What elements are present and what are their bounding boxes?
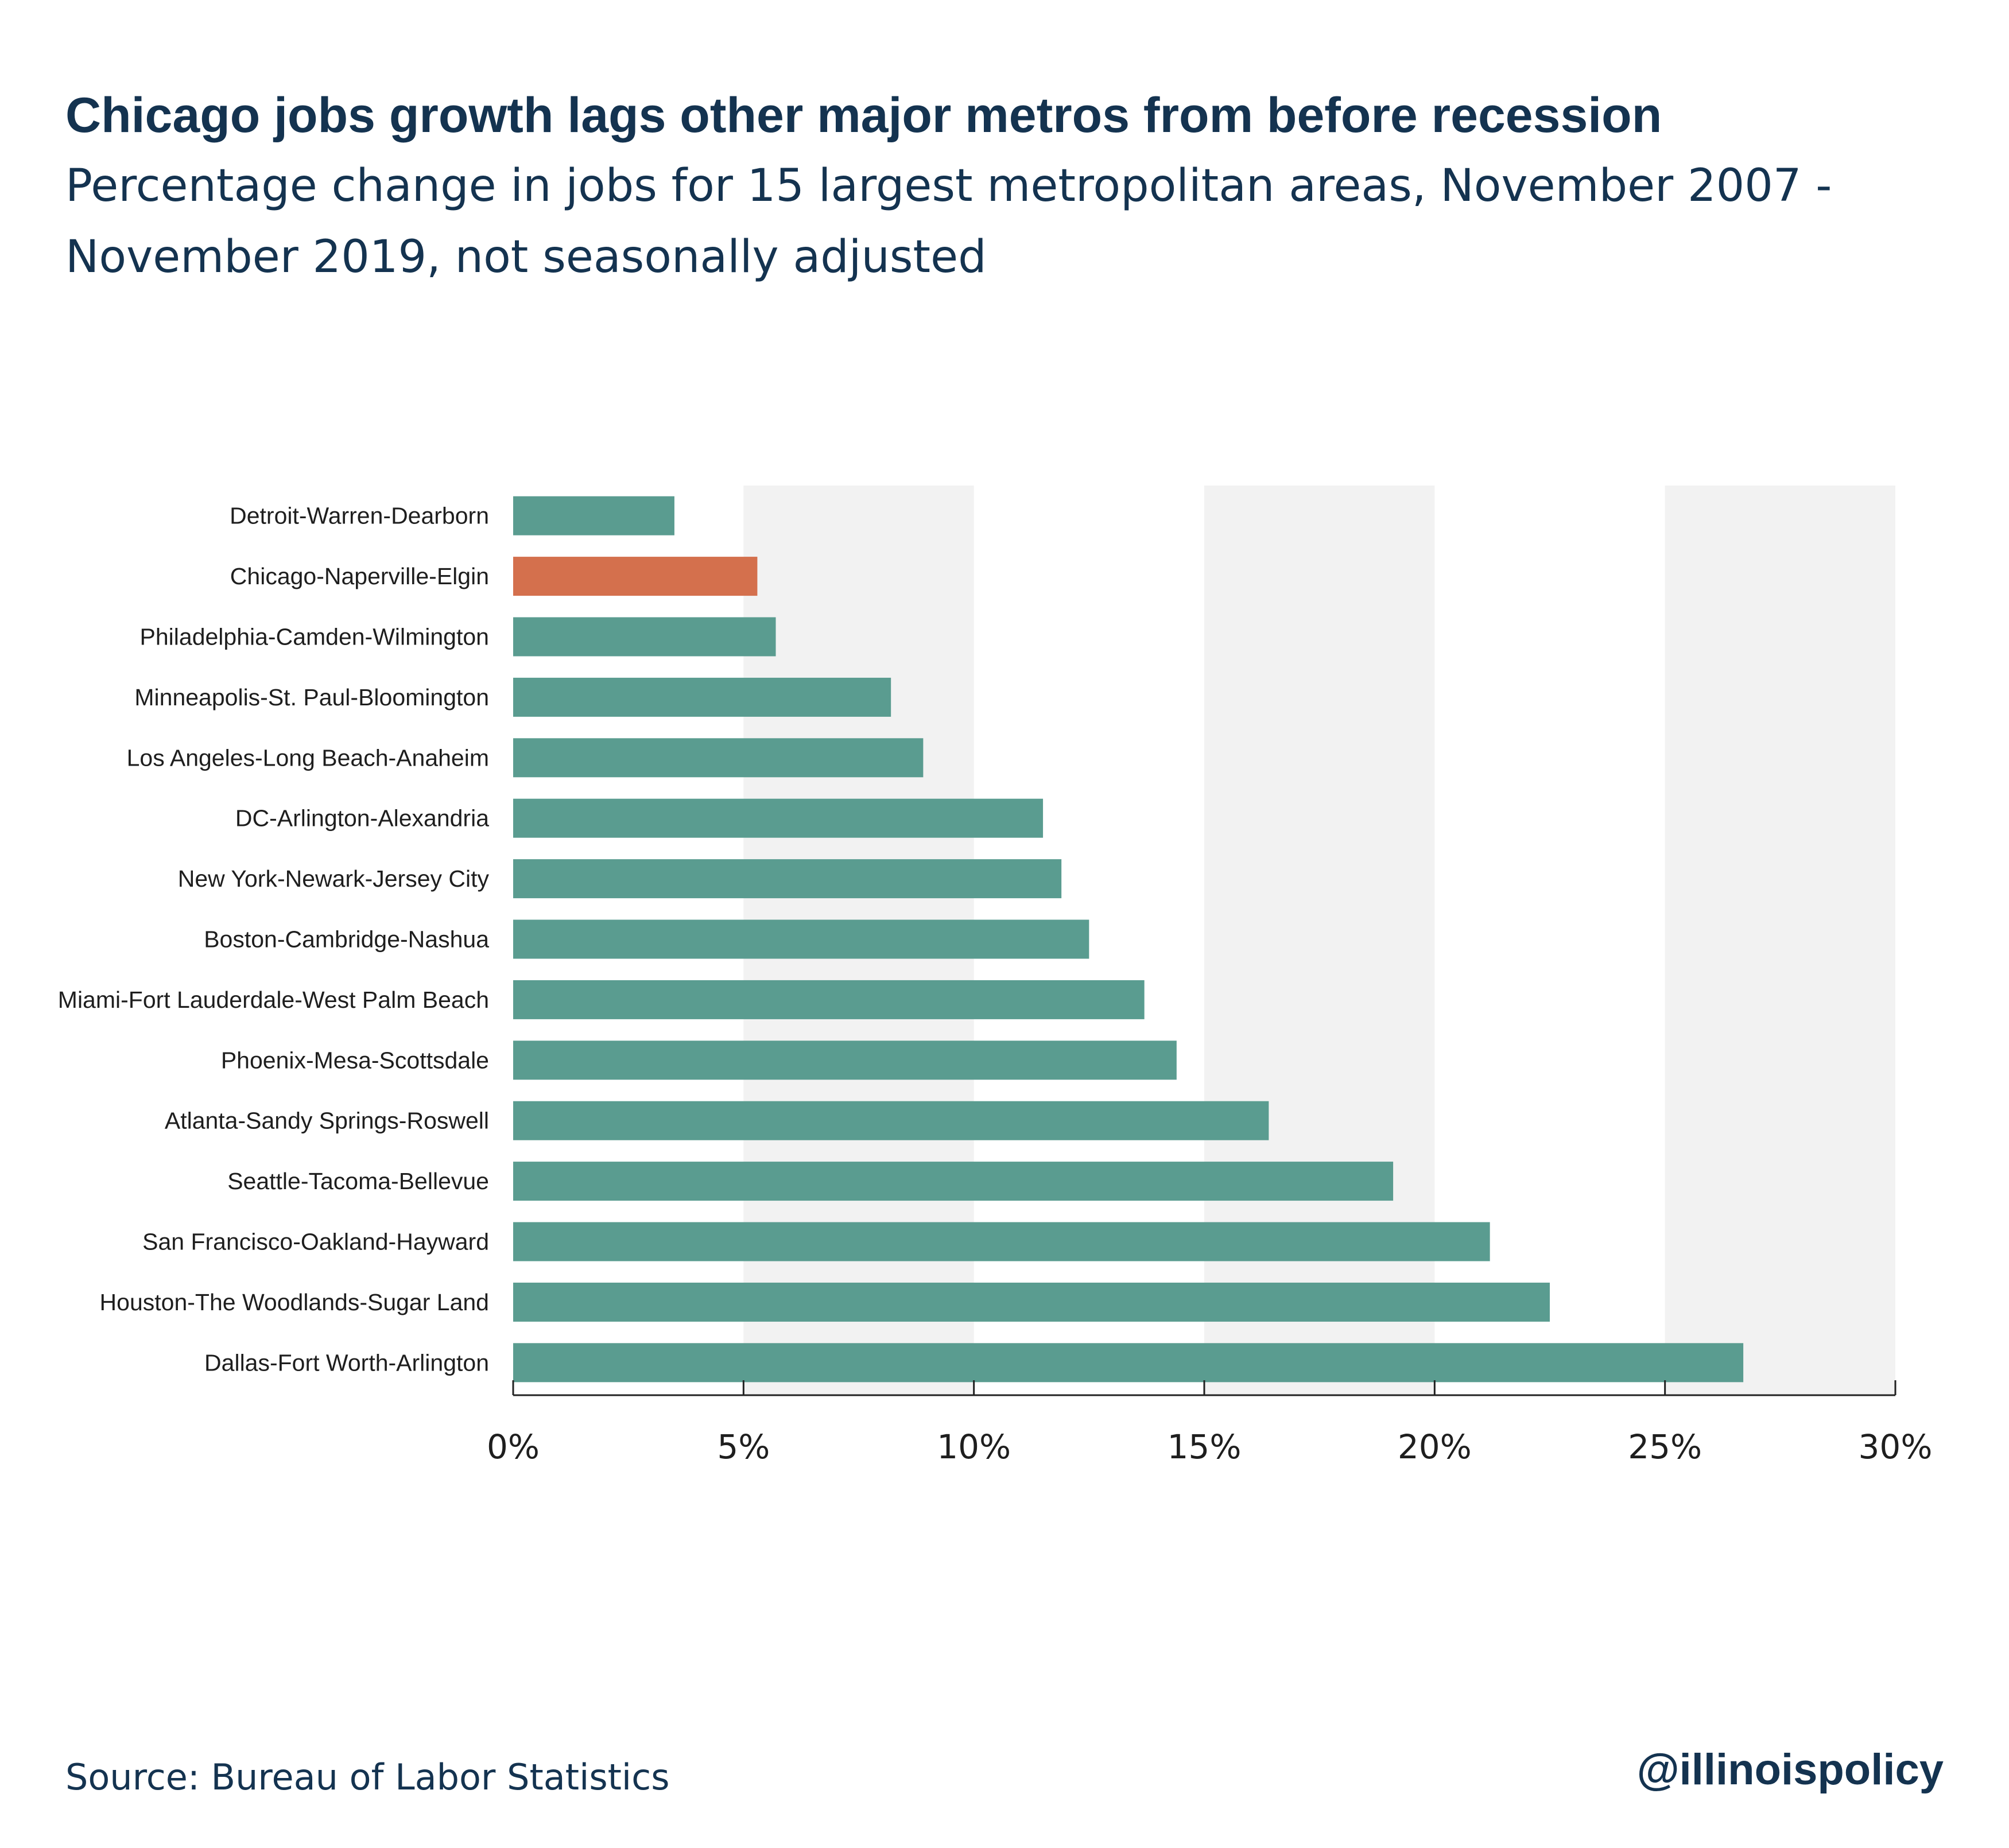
bar — [513, 859, 1062, 899]
category-labels: Detroit-Warren-Dearborn Chicago-Napervill… — [58, 503, 490, 1376]
x-axis — [512, 1380, 1896, 1396]
bar — [513, 1222, 1490, 1261]
x-tick-label: 15% — [1168, 1427, 1242, 1466]
category-label: Los Angeles-Long Beach-Anaheim — [127, 744, 489, 771]
chart-title: Chicago jobs growth lags other major met… — [65, 88, 1662, 143]
x-tick-label: 25% — [1628, 1427, 1702, 1466]
category-label: Houston-The Woodlands-Sugar Land — [100, 1289, 489, 1315]
brand-handle: @illinoispolicy — [1636, 1745, 1944, 1794]
bar-chart: Detroit-Warren-Dearborn Chicago-Napervill… — [58, 486, 1932, 1466]
category-label: Phoenix-Mesa-Scottsdale — [221, 1047, 489, 1073]
bar — [513, 798, 1044, 838]
category-label: Detroit-Warren-Dearborn — [230, 503, 489, 529]
bar — [513, 617, 776, 657]
x-tick-label: 30% — [1859, 1427, 1933, 1466]
x-tick-label: 20% — [1398, 1427, 1472, 1466]
category-label: San Francisco-Oakland-Hayward — [142, 1229, 489, 1255]
bar — [513, 1282, 1550, 1322]
bars-group — [513, 496, 1744, 1383]
bar — [513, 919, 1089, 959]
grid-band — [1665, 486, 1895, 1395]
bar — [513, 496, 674, 535]
category-label: Minneapolis-St. Paul-Bloomington — [134, 684, 489, 711]
chart-subtitle: Percentage change in jobs for 15 largest… — [65, 160, 1832, 283]
category-label: Dallas-Fort Worth-Arlington — [204, 1349, 489, 1376]
category-label: Seattle-Tacoma-Bellevue — [227, 1168, 489, 1194]
bar — [513, 1041, 1177, 1080]
x-tick-label: 10% — [937, 1427, 1011, 1466]
bar — [513, 738, 924, 778]
category-label: Miami-Fort Lauderdale-West Palm Beach — [58, 987, 489, 1013]
bar — [513, 1101, 1269, 1140]
x-tick-label: 5% — [717, 1427, 770, 1466]
category-label: Atlanta-Sandy Springs-Roswell — [165, 1108, 489, 1134]
x-tick-label: 0% — [487, 1427, 540, 1466]
bar-highlight — [513, 557, 758, 596]
bar — [513, 1162, 1394, 1201]
category-label: Philadelphia-Camden-Wilmington — [140, 624, 489, 650]
bar — [513, 677, 891, 717]
bar — [513, 1343, 1744, 1383]
category-label: Boston-Cambridge-Nashua — [204, 926, 489, 953]
bar — [513, 980, 1145, 1019]
category-label: New York-Newark-Jersey City — [178, 865, 490, 892]
category-label: Chicago-Naperville-Elgin — [230, 563, 489, 589]
source-note: Source: Bureau of Labor Statistics — [65, 1756, 670, 1798]
category-label: DC-Arlington-Alexandria — [235, 805, 489, 832]
x-tick-labels: 0% 5% 10% 15% 20% 25% 30% — [487, 1427, 1932, 1466]
